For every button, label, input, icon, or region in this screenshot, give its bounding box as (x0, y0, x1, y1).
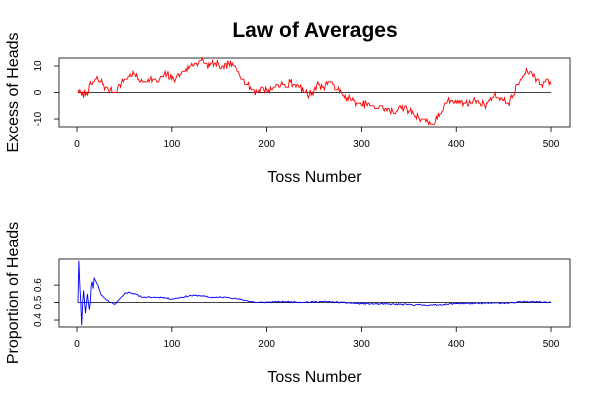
x-tick-label: 500 (543, 139, 560, 150)
x-tick-label: 200 (258, 139, 275, 150)
y-tick-label: 10 (33, 60, 44, 72)
x-tick-label: 300 (353, 139, 370, 150)
x-tick-label: 400 (448, 339, 465, 350)
x-tick-label: 100 (163, 339, 180, 350)
x-axis-title: Toss Number (267, 369, 362, 386)
y-tick-label: 0.6 (33, 278, 44, 292)
x-axis: 0 100 200 300 400 500 (74, 127, 560, 150)
proportion-heads-panel: 0 100 200 300 400 500 0.4 0.5 0.6 Toss Number P… (5, 222, 571, 386)
x-tick-label: 0 (74, 339, 80, 350)
x-tick-label: 0 (74, 139, 80, 150)
excess-heads-panel: 0 100 200 300 400 500 -10 0 10 Toss Number Exce… (5, 32, 571, 186)
x-tick-label: 100 (163, 139, 180, 150)
y-tick-label: 0.5 (33, 295, 44, 309)
x-tick-label: 400 (448, 139, 465, 150)
x-tick-label: 200 (258, 339, 275, 350)
y-axis-title: Proportion of Heads (5, 222, 22, 364)
y-tick-label: 0 (33, 89, 44, 95)
y-axis: -10 0 10 (33, 60, 59, 126)
y-axis-title: Excess of Heads (5, 32, 22, 152)
x-axis: 0 100 200 300 400 500 (74, 327, 560, 350)
series-line-excess-heads (77, 56, 552, 126)
y-axis: 0.4 0.5 0.6 (33, 278, 59, 327)
x-axis-title: Toss Number (267, 169, 362, 186)
chart-title: Law of Averages (232, 19, 397, 42)
series-line-proportion-heads (77, 260, 552, 326)
y-tick-label: -10 (33, 111, 44, 126)
y-tick-label: 0.4 (33, 313, 44, 327)
x-tick-label: 500 (543, 339, 560, 350)
x-tick-label: 300 (353, 339, 370, 350)
plot-frame (58, 258, 571, 328)
